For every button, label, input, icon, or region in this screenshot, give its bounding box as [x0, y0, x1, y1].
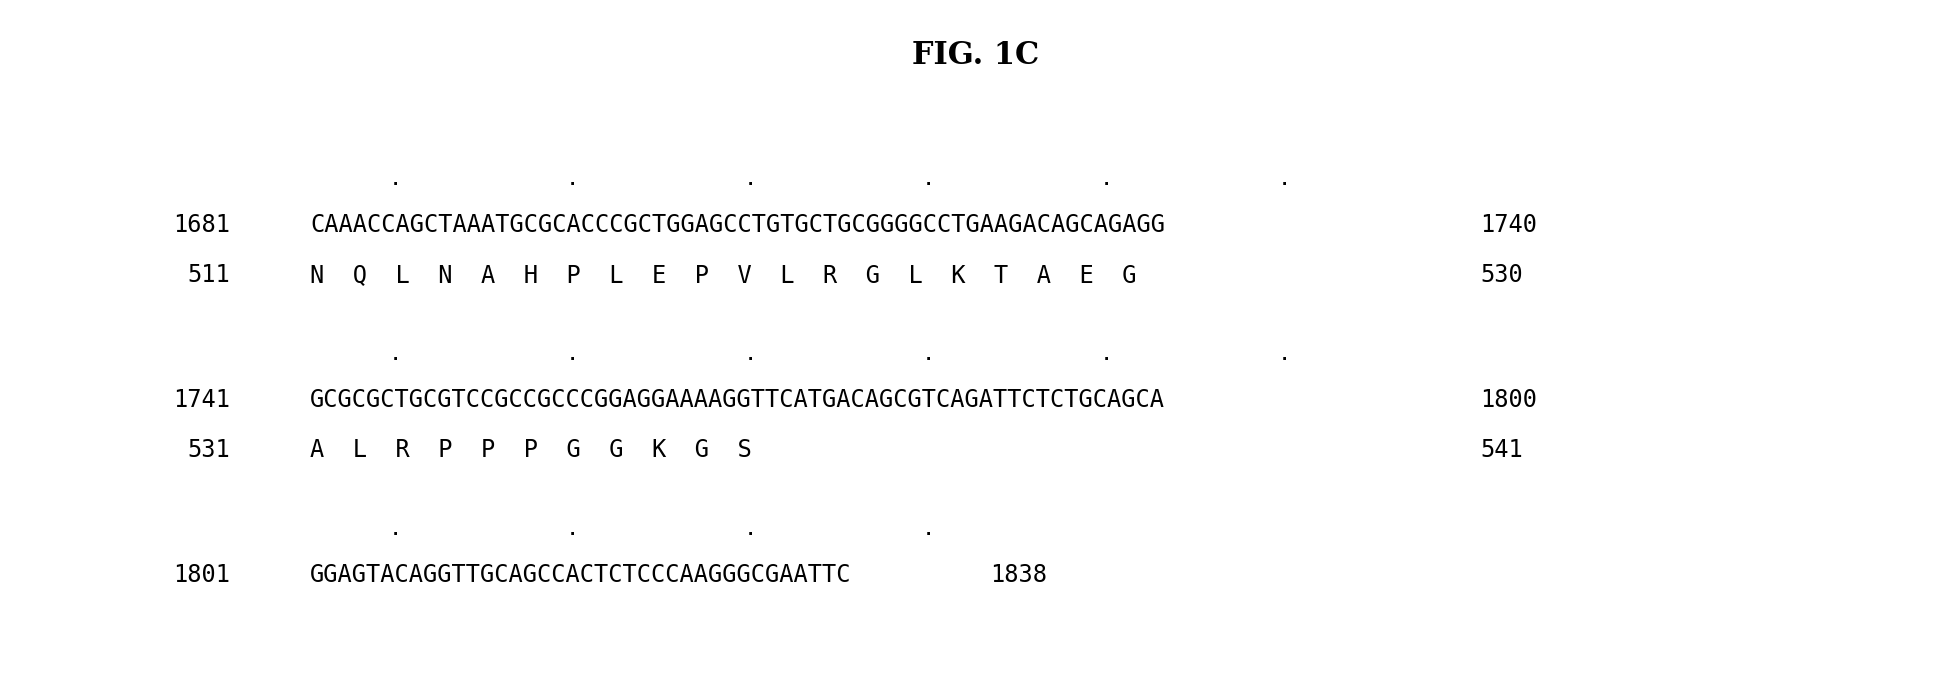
- Text: ·: ·: [566, 525, 578, 545]
- Text: 1838: 1838: [990, 563, 1046, 587]
- Text: 530: 530: [1480, 263, 1523, 287]
- Text: ·: ·: [566, 350, 578, 370]
- Text: CAAACCAGCTAAATGCGCACCCGCTGGAGCCTGTGCTGCGGGGCCTGAAGACAGCAGAGG: CAAACCAGCTAAATGCGCACCCGCTGGAGCCTGTGCTGCG…: [310, 213, 1165, 237]
- Text: 1681: 1681: [174, 213, 230, 237]
- Text: ·: ·: [744, 175, 757, 195]
- Text: ·: ·: [921, 525, 935, 545]
- Text: ·: ·: [744, 350, 757, 370]
- Text: ·: ·: [1099, 175, 1113, 195]
- Text: 511: 511: [187, 263, 230, 287]
- Text: ·: ·: [388, 350, 402, 370]
- Text: 1740: 1740: [1480, 213, 1536, 237]
- Text: ·: ·: [921, 350, 935, 370]
- Text: 541: 541: [1480, 438, 1523, 462]
- Text: ·: ·: [1099, 350, 1113, 370]
- Text: GGAGTACAGGTTGCAGCCACTCTCCCAAGGGCGAATTC: GGAGTACAGGTTGCAGCCACTCTCCCAAGGGCGAATTC: [310, 563, 851, 587]
- Text: 1741: 1741: [174, 388, 230, 412]
- Text: ·: ·: [1277, 175, 1290, 195]
- Text: GCGCGCTGCGTCCGCCGCCCGGAGGAAAAGGTTCATGACAGCGTCAGATTCTCTGCAGCA: GCGCGCTGCGTCCGCCGCCCGGAGGAAAAGGTTCATGACA…: [310, 388, 1165, 412]
- Text: N  Q  L  N  A  H  P  L  E  P  V  L  R  G  L  K  T  A  E  G: N Q L N A H P L E P V L R G L K T A E G: [310, 263, 1136, 287]
- Text: ·: ·: [388, 175, 402, 195]
- Text: 1800: 1800: [1480, 388, 1536, 412]
- Text: FIG. 1C: FIG. 1C: [912, 39, 1040, 71]
- Text: ·: ·: [1277, 350, 1290, 370]
- Text: A  L  R  P  P  P  G  G  K  G  S: A L R P P P G G K G S: [310, 438, 752, 462]
- Text: ·: ·: [921, 175, 935, 195]
- Text: ·: ·: [566, 175, 578, 195]
- Text: 1801: 1801: [174, 563, 230, 587]
- Text: 531: 531: [187, 438, 230, 462]
- Text: ·: ·: [744, 525, 757, 545]
- Text: ·: ·: [388, 525, 402, 545]
